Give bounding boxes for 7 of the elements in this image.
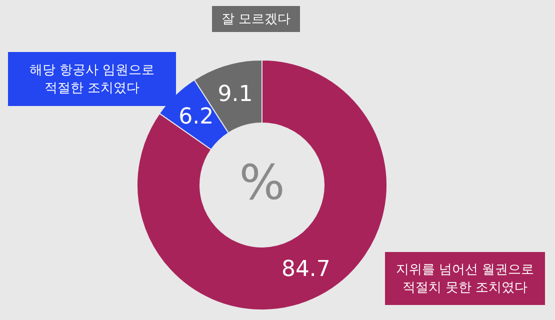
slice-label: 지위를 넘어선 월권으로 적절치 못한 조치였다 [396,262,534,296]
data-label: 84.7 [281,257,330,282]
slice-label: 해당 항공사 임원으로 적절한 조치였다 [29,63,155,96]
data-label: 9.1 [218,82,253,107]
data-label: 6.2 [178,104,214,130]
slice-label: 잘 모르겠다 [221,12,291,27]
text: % [239,155,285,211]
